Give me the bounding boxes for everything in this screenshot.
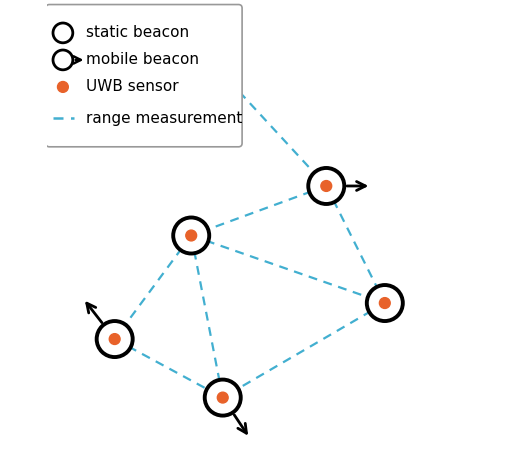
Text: UWB sensor: UWB sensor (86, 79, 179, 94)
Text: static beacon: static beacon (86, 25, 189, 40)
Circle shape (186, 230, 197, 241)
Circle shape (53, 23, 73, 43)
Circle shape (213, 63, 223, 74)
Text: range measurement: range measurement (86, 111, 243, 126)
Circle shape (217, 392, 228, 403)
Circle shape (379, 298, 390, 308)
Circle shape (173, 217, 209, 254)
FancyBboxPatch shape (46, 5, 242, 147)
Circle shape (53, 50, 73, 70)
Circle shape (309, 168, 345, 204)
Text: mobile beacon: mobile beacon (86, 53, 199, 67)
Circle shape (205, 380, 241, 415)
Circle shape (200, 51, 236, 87)
Circle shape (321, 181, 331, 191)
Circle shape (367, 285, 403, 321)
Circle shape (57, 82, 68, 92)
Circle shape (109, 334, 120, 344)
Circle shape (97, 321, 133, 357)
